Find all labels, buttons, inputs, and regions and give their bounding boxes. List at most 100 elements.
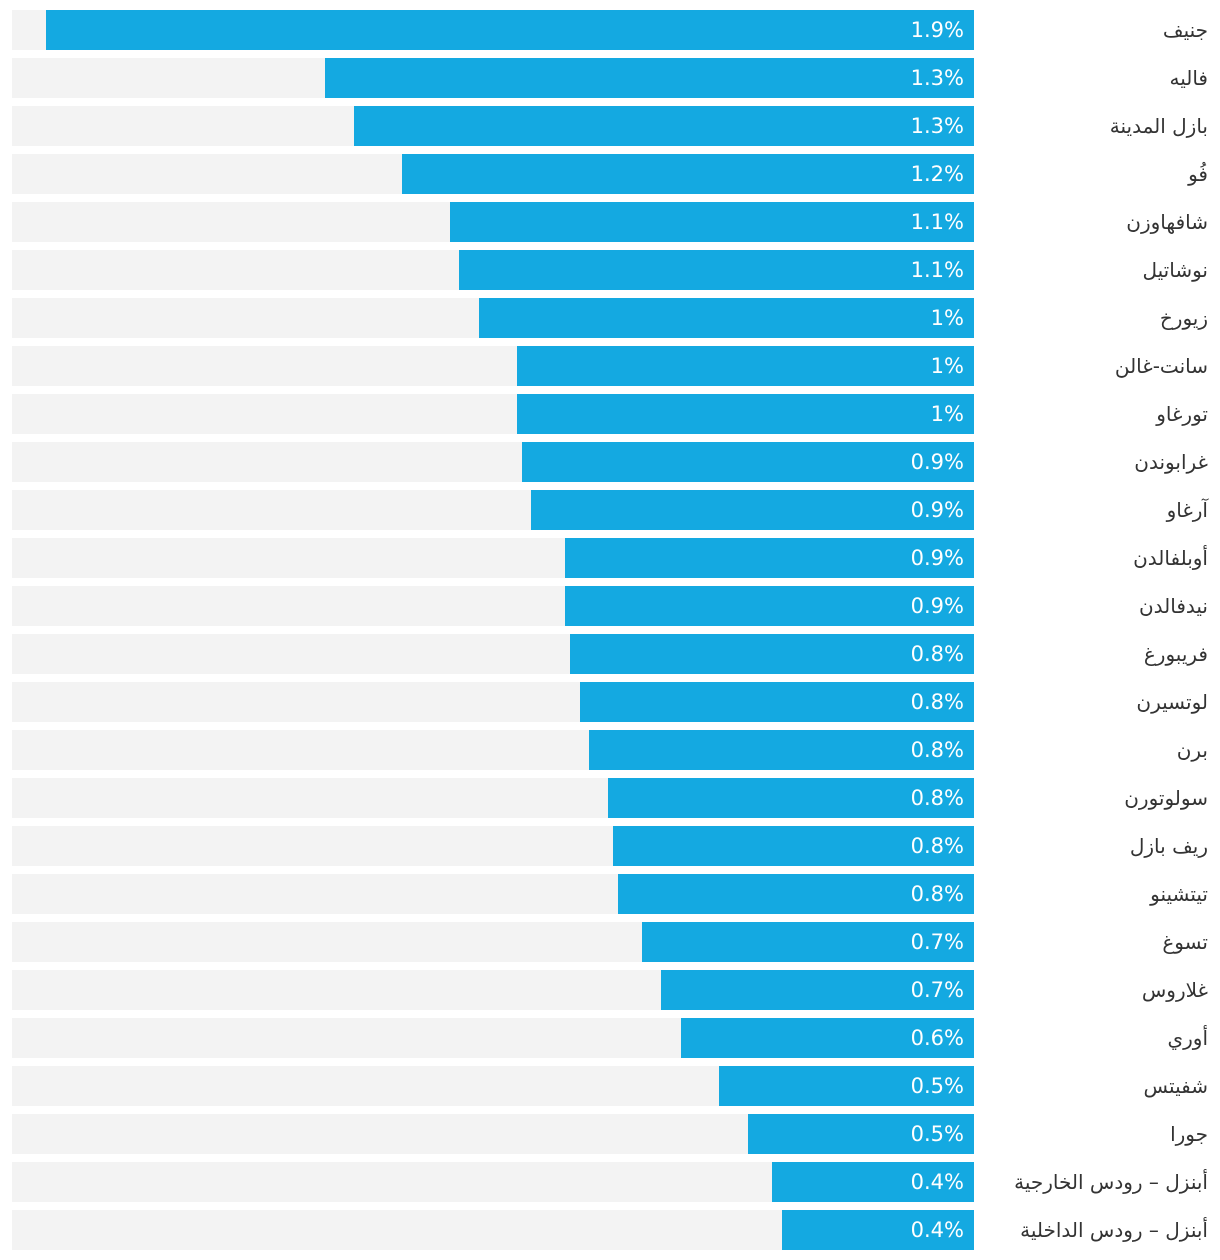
bar: 0.4% [782, 1210, 974, 1250]
bar-track: 0.8% [12, 682, 974, 722]
bar-row: 1.1% شافهاوزن [0, 202, 1220, 242]
category-label: سانت-غالن [1114, 354, 1208, 378]
category-label: جورا [1170, 1122, 1208, 1146]
bar: 0.8% [608, 778, 974, 818]
bar-track: 0.9% [12, 538, 974, 578]
bar-value-label: 0.7% [910, 978, 964, 1002]
bar: 0.7% [642, 922, 974, 962]
category-label: شفيتس [1143, 1074, 1208, 1098]
bar: 0.5% [719, 1066, 974, 1106]
bar-track: 0.9% [12, 442, 974, 482]
bar-value-label: 0.8% [910, 786, 964, 810]
category-label: فريبورغ [1143, 642, 1208, 666]
bar-row: 1% زيورخ [0, 298, 1220, 338]
bar: 0.6% [681, 1018, 974, 1058]
bar-value-label: 1.1% [910, 258, 964, 282]
bar-row: 0.6% أوري [0, 1018, 1220, 1058]
bar-track: 0.8% [12, 778, 974, 818]
bar-track: 0.7% [12, 922, 974, 962]
bar-row: 0.8% برن [0, 730, 1220, 770]
bar-value-label: 0.8% [910, 834, 964, 858]
bar-value-label: 0.9% [910, 498, 964, 522]
bar-value-label: 0.8% [910, 738, 964, 762]
bar-value-label: 0.9% [910, 594, 964, 618]
bar-track: 0.6% [12, 1018, 974, 1058]
category-label: أوري [1167, 1026, 1208, 1050]
bar-row: 1% سانت-غالن [0, 346, 1220, 386]
category-label: ريف بازل [1129, 834, 1208, 858]
bar-track: 0.8% [12, 874, 974, 914]
bar: 0.7% [661, 970, 974, 1010]
bar-row: 0.8% سولوتورن [0, 778, 1220, 818]
bar-track: 1.3% [12, 58, 974, 98]
category-label: آرغاو [1166, 498, 1208, 522]
bar-row: 1.3% بازل المدينة [0, 106, 1220, 146]
bar-row: 1.1% نوشاتيل [0, 250, 1220, 290]
bar-track: 0.9% [12, 586, 974, 626]
bar: 0.5% [748, 1114, 974, 1154]
category-label: سولوتورن [1124, 786, 1208, 810]
category-label: تيتشينو [1150, 882, 1208, 906]
bar-value-label: 0.6% [910, 1026, 964, 1050]
bar: 1% [479, 298, 974, 338]
bar: 1% [517, 394, 974, 434]
bar-track: 0.8% [12, 634, 974, 674]
category-label: بازل المدينة [1109, 114, 1208, 138]
bar-row: 0.4% أبنزل – رودس الداخلية [0, 1210, 1220, 1250]
bar: 1.9% [46, 10, 974, 50]
bar-row: 1.9% جنيف [0, 10, 1220, 50]
bar-value-label: 1% [930, 354, 964, 378]
bar-value-label: 0.5% [910, 1074, 964, 1098]
bar: 1.1% [459, 250, 974, 290]
bar-value-label: 0.9% [910, 450, 964, 474]
bar: 1.1% [450, 202, 974, 242]
bar: 0.9% [565, 538, 974, 578]
bar-value-label: 0.5% [910, 1122, 964, 1146]
bar-track: 1.2% [12, 154, 974, 194]
bar: 0.8% [589, 730, 974, 770]
category-label: فاليه [1169, 66, 1208, 90]
bar-value-label: 1% [930, 402, 964, 426]
bar-row: 0.9% نيدفالدن [0, 586, 1220, 626]
bar-track: 1.3% [12, 106, 974, 146]
category-label: جنيف [1162, 18, 1208, 42]
bar-value-label: 1.1% [910, 210, 964, 234]
bar-row: 0.9% أوبلفالدن [0, 538, 1220, 578]
bar-track: 1% [12, 346, 974, 386]
bar: 0.9% [531, 490, 974, 530]
bar: 1.3% [354, 106, 974, 146]
bar-track: 1% [12, 394, 974, 434]
category-label: برن [1176, 738, 1208, 762]
category-label: أبنزل – رودس الخارجية [1014, 1170, 1208, 1194]
bar: 1.2% [402, 154, 974, 194]
bar-row: 0.5% جورا [0, 1114, 1220, 1154]
bar-track: 0.4% [12, 1210, 974, 1250]
category-label: فُو [1188, 162, 1208, 186]
category-label: غرابوندن [1134, 450, 1208, 474]
bar-value-label: 0.8% [910, 690, 964, 714]
bar-row: 0.9% آرغاو [0, 490, 1220, 530]
bar-row: 1.3% فاليه [0, 58, 1220, 98]
category-label: أبنزل – رودس الداخلية [1020, 1218, 1208, 1242]
bar: 0.4% [772, 1162, 974, 1202]
bar-row: 0.9% غرابوندن [0, 442, 1220, 482]
bar-track: 0.5% [12, 1066, 974, 1106]
category-label: نيدفالدن [1138, 594, 1208, 618]
bar: 0.8% [580, 682, 974, 722]
bar-row: 0.4% أبنزل – رودس الخارجية [0, 1162, 1220, 1202]
category-label: زيورخ [1159, 306, 1208, 330]
bar-track: 1% [12, 298, 974, 338]
bar: 1% [517, 346, 974, 386]
bar-value-label: 1.3% [910, 114, 964, 138]
bar: 0.9% [522, 442, 974, 482]
bar: 0.8% [618, 874, 974, 914]
category-label: أوبلفالدن [1133, 546, 1208, 570]
bar-row: 0.7% غلاروس [0, 970, 1220, 1010]
bar-value-label: 1.9% [910, 18, 964, 42]
category-label: تورغاو [1156, 402, 1208, 426]
bar-track: 0.5% [12, 1114, 974, 1154]
bar: 0.9% [565, 586, 974, 626]
bar-row: 0.8% ريف بازل [0, 826, 1220, 866]
category-label: شافهاوزن [1126, 210, 1208, 234]
